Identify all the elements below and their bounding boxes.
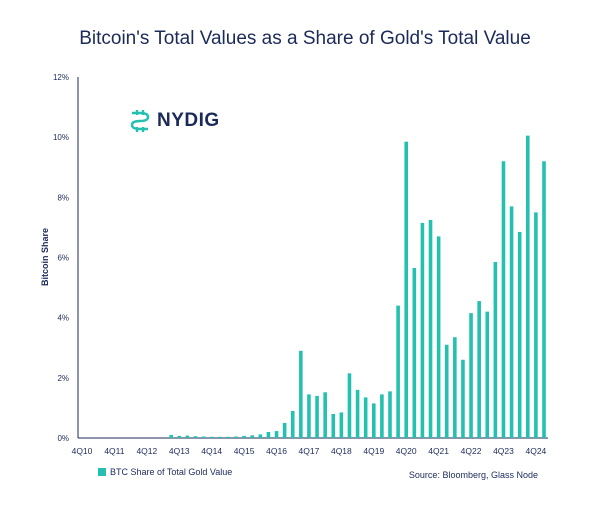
x-tick-label: 4Q17 xyxy=(299,446,320,456)
x-tick-label: 4Q11 xyxy=(104,446,124,456)
y-tick-label: 0% xyxy=(57,434,69,443)
bar xyxy=(380,394,384,438)
y-axis-label: Bitcoin Share xyxy=(40,228,50,286)
bar xyxy=(185,435,190,438)
bar xyxy=(501,161,506,439)
chart-title: Bitcoin's Total Values as a Share of Gol… xyxy=(79,28,531,49)
bar xyxy=(453,337,457,438)
bar xyxy=(193,436,198,438)
nydig-logo-icon xyxy=(130,110,150,132)
legend-label: BTC Share of Total Gold Value xyxy=(110,467,233,477)
x-tick-label: 4Q20 xyxy=(396,446,417,456)
bar xyxy=(250,435,255,438)
x-tick-label: 4Q21 xyxy=(428,446,449,456)
bar xyxy=(331,413,336,438)
bar xyxy=(469,313,473,438)
y-tick-label: 10% xyxy=(53,133,69,142)
bar xyxy=(282,422,287,438)
x-tick-label: 4Q23 xyxy=(493,446,514,456)
bar xyxy=(525,135,530,438)
bar xyxy=(396,305,400,438)
bar xyxy=(493,262,498,438)
bar xyxy=(290,410,295,438)
y-tick-label: 6% xyxy=(57,254,69,263)
y-tick-label: 2% xyxy=(57,374,69,383)
x-tick-label: 4Q16 xyxy=(266,446,287,456)
x-tick-label: 4Q24 xyxy=(525,446,546,456)
bar xyxy=(339,412,344,438)
bar xyxy=(266,431,271,438)
x-tick-label: 4Q12 xyxy=(136,446,157,456)
bar xyxy=(509,206,514,438)
bar xyxy=(315,395,319,438)
bar-series xyxy=(169,135,546,439)
bar xyxy=(323,392,327,438)
bar xyxy=(477,301,481,438)
bar xyxy=(201,436,206,438)
logo-text: NYDIG xyxy=(157,110,220,131)
x-axis: 4Q10 4Q11 4Q12 4Q13 4Q14 4Q15 4Q16 4Q17 4Q18 4Q19… xyxy=(72,437,548,456)
bar xyxy=(371,403,376,438)
bar xyxy=(347,373,352,438)
logo: NYDIG xyxy=(128,109,220,133)
y-tick-label: 8% xyxy=(57,193,69,202)
x-tick-label: 4Q18 xyxy=(331,446,352,456)
source-note: Source: Bloomberg, Glass Node xyxy=(408,470,538,480)
bar xyxy=(234,436,238,438)
x-tick-label: 4Q14 xyxy=(201,446,222,456)
bar xyxy=(226,436,230,438)
x-tick-label: 4Q13 xyxy=(169,446,190,456)
bar xyxy=(177,435,182,438)
bar xyxy=(274,431,279,438)
bar xyxy=(461,359,465,438)
bar xyxy=(404,141,409,438)
bar xyxy=(428,219,433,438)
bar xyxy=(517,231,522,438)
bar xyxy=(299,350,303,438)
bar xyxy=(242,435,246,438)
bar xyxy=(209,436,214,438)
legend-swatch xyxy=(98,468,106,476)
bar xyxy=(363,397,368,438)
bar xyxy=(217,436,222,438)
x-tick-label: 4Q19 xyxy=(363,446,384,456)
bar xyxy=(485,311,490,438)
bar xyxy=(436,236,441,438)
legend: BTC Share of Total Gold Value xyxy=(98,467,232,477)
bar xyxy=(388,391,392,438)
bar xyxy=(444,344,449,438)
y-tick-label: 4% xyxy=(57,314,69,323)
y-axis: 0% 2% 4% 6% 8% 10% 12% xyxy=(53,73,79,443)
x-tick-label: 4Q22 xyxy=(461,446,482,456)
bar xyxy=(169,434,173,438)
bar xyxy=(355,389,360,438)
y-tick-label: 12% xyxy=(53,73,69,82)
x-tick-label: 4Q10 xyxy=(72,446,93,456)
bar xyxy=(412,268,417,438)
bar xyxy=(420,222,425,438)
bar xyxy=(534,212,538,439)
bar xyxy=(258,434,263,438)
x-tick-label: 4Q15 xyxy=(234,446,255,456)
bar xyxy=(542,161,546,439)
bar xyxy=(307,394,311,438)
